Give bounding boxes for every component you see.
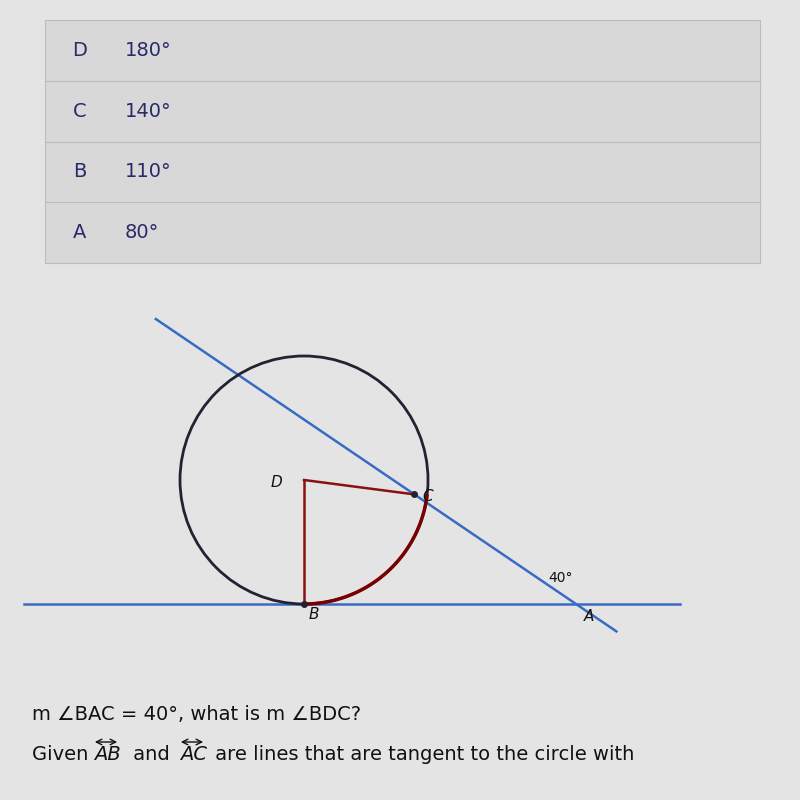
Text: m ∠BAC = 40°, what is m ∠BDC?: m ∠BAC = 40°, what is m ∠BDC? — [32, 705, 361, 724]
Text: C: C — [73, 102, 87, 121]
Bar — [45, 20, 760, 263]
Text: A: A — [584, 609, 594, 624]
Text: D: D — [270, 475, 282, 490]
Text: B: B — [309, 607, 319, 622]
Text: and: and — [127, 745, 176, 764]
Text: AC: AC — [180, 745, 207, 764]
Text: 80°: 80° — [125, 223, 159, 242]
Text: 140°: 140° — [125, 102, 172, 121]
Text: A: A — [74, 223, 86, 242]
Text: Given: Given — [32, 745, 94, 764]
Text: 110°: 110° — [125, 162, 172, 182]
Text: are lines that are tangent to the circle with: are lines that are tangent to the circle… — [209, 745, 634, 764]
Text: C: C — [422, 490, 433, 504]
Text: 180°: 180° — [125, 41, 172, 60]
Text: AB: AB — [94, 745, 121, 764]
Text: 40°: 40° — [548, 571, 573, 585]
Text: B: B — [74, 162, 86, 182]
Text: D: D — [73, 41, 87, 60]
